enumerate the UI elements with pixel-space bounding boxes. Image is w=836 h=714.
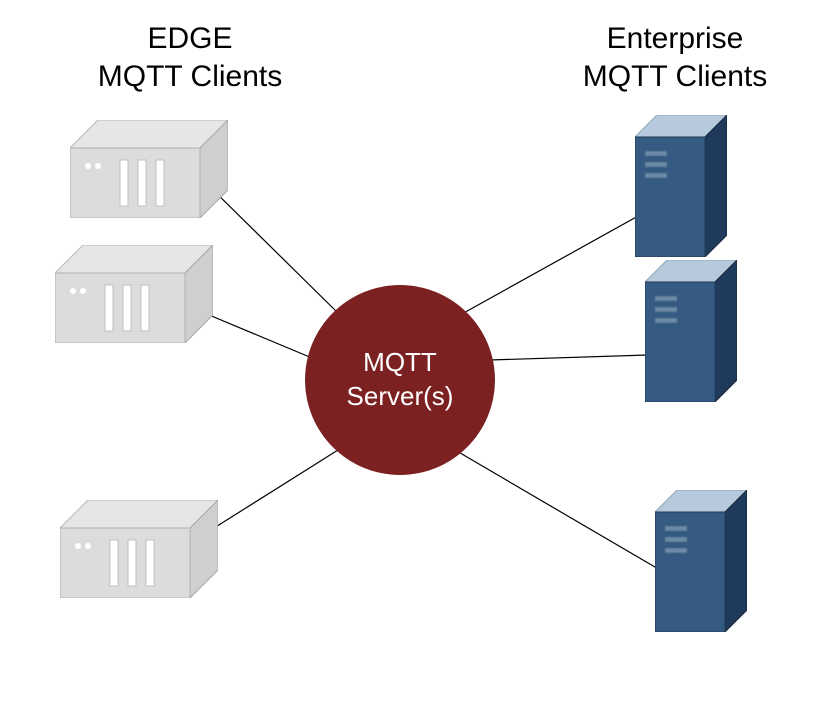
enterprise-client-2 [645, 260, 737, 407]
enterprise-client-3 [655, 490, 747, 637]
edge-client-2 [55, 245, 213, 348]
mqtt-server-label: MQTT Server(s) [347, 346, 454, 414]
edge-client-3 [60, 500, 218, 603]
enterprise-clients-title: Enterprise MQTT Clients [545, 20, 805, 95]
enterprise-client-1 [635, 115, 727, 262]
mqtt-server-node: MQTT Server(s) [305, 285, 495, 475]
diagram-canvas: EDGE MQTT Clients Enterprise MQTT Client… [0, 0, 836, 714]
edge-client-1 [70, 120, 228, 223]
edge-clients-title: EDGE MQTT Clients [60, 20, 320, 95]
